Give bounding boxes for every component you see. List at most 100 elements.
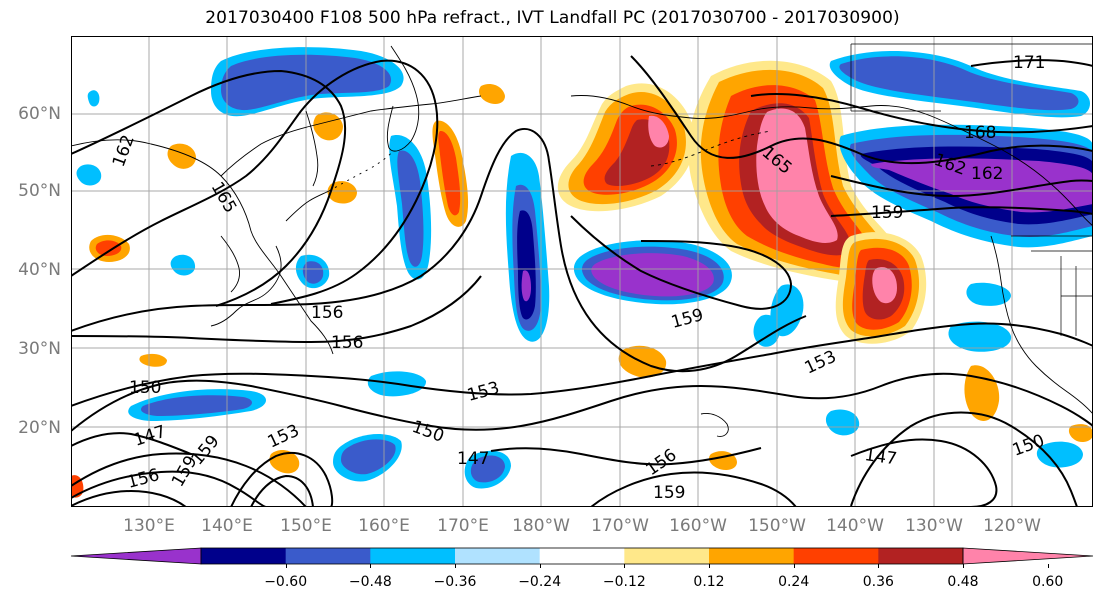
lon-label-150e: 150°E — [280, 516, 332, 536]
colorbar-segment — [201, 548, 287, 564]
contour-label: 153 — [465, 378, 502, 406]
colorbar-tick-label: 0.36 — [862, 574, 894, 590]
shade-dateline-purple — [521, 270, 531, 302]
colorbar-tick-label: −0.36 — [433, 574, 477, 590]
shade-patch-9 — [139, 353, 167, 367]
colorbar-tick-mark — [455, 564, 456, 568]
border-us-canada — [1011, 235, 1093, 336]
lon-label-140w: 140°W — [826, 516, 884, 536]
colorbar-tick-mark — [285, 564, 287, 568]
contour-168 — [750, 93, 1093, 134]
contour-sw-6 — [590, 471, 797, 507]
contour-label: 150 — [409, 417, 446, 447]
contour-153 — [71, 322, 1093, 407]
shade-patch-4 — [327, 181, 357, 204]
lon-label-170w: 170°W — [591, 516, 649, 536]
colorbar-tick-label: 0.48 — [947, 574, 979, 590]
shade-bering-pink — [648, 115, 669, 148]
contour-156-b — [71, 275, 482, 344]
shade-ne-top-blue — [839, 56, 1079, 111]
contour-156 — [71, 128, 807, 373]
contour-171 — [970, 59, 1093, 67]
lat-label-30n: 30°N — [18, 339, 61, 359]
contour-label: 159 — [653, 483, 685, 503]
height-contours — [71, 55, 1093, 507]
contour-label: 147 — [863, 445, 898, 469]
contour-sw-1 — [71, 452, 307, 507]
coast-alaska — [570, 95, 1093, 227]
contour-150 — [71, 372, 1093, 432]
colorbar-tick-label: 0.24 — [778, 574, 810, 590]
contour-label: 171 — [1013, 53, 1045, 73]
contour-165 — [630, 55, 1093, 165]
colorbar-segment — [539, 548, 625, 564]
colorbar-graphic — [70, 547, 1094, 565]
contour-159 — [71, 59, 439, 305]
lon-label-170e: 170°E — [437, 516, 489, 536]
colorbar-tick-label: 0.12 — [693, 574, 725, 590]
shade-dateline-navy — [517, 210, 536, 320]
shade-westcoast-purple — [871, 158, 1093, 213]
shade-nepac-pink — [872, 267, 897, 304]
shade-cyan-6 — [825, 409, 860, 436]
contour-sw-5 — [250, 474, 314, 507]
colorbar-segment — [709, 548, 795, 564]
positive-shading — [71, 60, 1093, 498]
contour-162 — [71, 69, 347, 307]
lon-label-140e: 140°E — [201, 516, 253, 536]
lat-label-50n: 50°N — [18, 181, 61, 201]
contour-label: 153 — [265, 421, 303, 453]
graticule — [71, 36, 1093, 507]
contour-label: 156 — [311, 303, 343, 323]
colorbar-tick-label: −0.24 — [518, 574, 562, 590]
shade-patch-5 — [479, 84, 505, 104]
contour-label: 156 — [331, 333, 363, 353]
lon-label-150w: 150°W — [748, 516, 806, 536]
contour-label: 150 — [129, 378, 161, 398]
lat-label-20n: 20°N — [18, 418, 61, 438]
shade-cyan-1 — [770, 284, 804, 337]
shade-ll-3-blue — [470, 455, 505, 483]
colorbar-tick-mark — [963, 564, 964, 568]
colorbar-tick-label: 0.60 — [1032, 574, 1064, 590]
contour-label: 168 — [964, 123, 996, 143]
shade-patch-3 — [313, 112, 343, 141]
coast-aleutians — [650, 130, 772, 167]
shade-cyan-8 — [170, 254, 196, 276]
colorbar-tick-mark — [370, 564, 372, 568]
colorbar-segment — [624, 548, 710, 564]
shade-patch-10 — [1068, 424, 1093, 442]
lat-label-60n: 60°N — [18, 104, 61, 124]
shade-ll-5-blue — [302, 261, 324, 284]
lon-label-160e: 160°E — [358, 516, 410, 536]
coast-japan — [210, 190, 330, 327]
contour-147 — [71, 432, 998, 507]
contour-label: 147 — [131, 422, 168, 451]
lon-label-130w: 130°W — [905, 516, 963, 536]
contour-sw-3 — [71, 489, 187, 507]
shade-kuril-blue — [397, 150, 424, 267]
contour-150-c — [850, 411, 1078, 507]
shade-cyan-5 — [1036, 441, 1083, 468]
shade-cyan-3 — [948, 321, 1012, 352]
shade-cyan-2 — [753, 314, 780, 347]
coast-hawaii — [700, 413, 729, 437]
negative-shading — [76, 47, 1093, 489]
coast-sakhalin — [305, 110, 319, 187]
lon-label-160w: 160°W — [669, 516, 727, 536]
colorbar-tick-label: −0.12 — [602, 574, 646, 590]
shade-midpac-purple — [591, 253, 714, 297]
border-box-ne — [850, 43, 1093, 112]
colorbar-tick-label: −0.48 — [348, 574, 392, 590]
contour-label: 156 — [125, 465, 162, 493]
shade-cyan-7 — [76, 164, 102, 186]
contour-label: 153 — [802, 347, 840, 379]
coast-korea — [220, 235, 240, 293]
colorbar-tick-mark — [878, 564, 880, 568]
colorbar-frame — [200, 547, 964, 565]
colorbar-segment — [455, 548, 541, 564]
shade-ll-1-blue — [140, 395, 252, 416]
lon-label-130e: 130°E — [123, 516, 175, 536]
shade-cyan-4 — [966, 282, 1011, 306]
contour-label: 162 — [109, 132, 139, 169]
